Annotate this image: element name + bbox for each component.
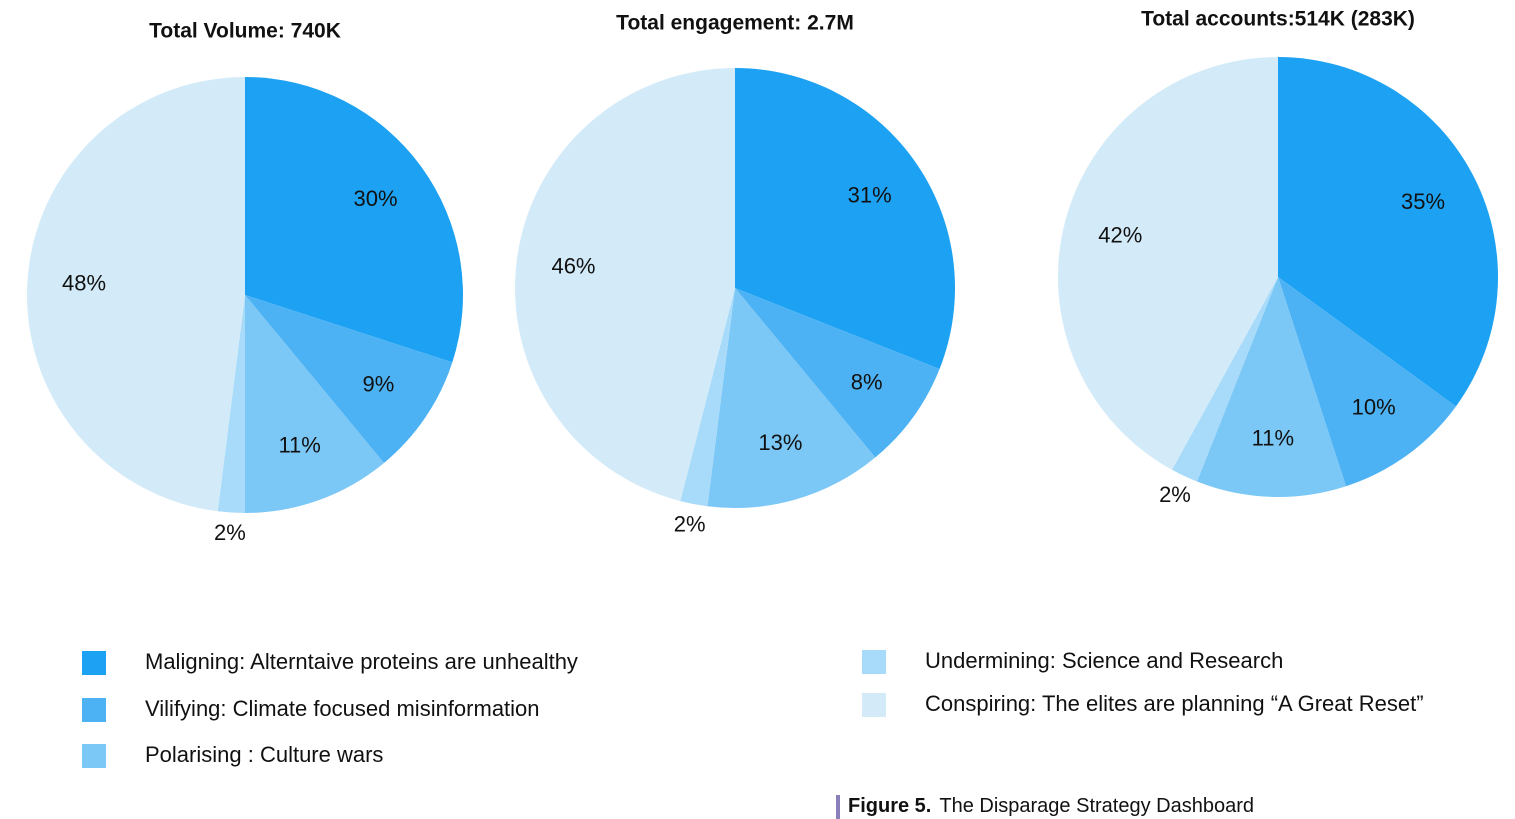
slice-label: 31% [848,182,892,207]
slice-label: 2% [214,520,246,545]
legend-swatch [862,693,886,717]
pie-slice [245,77,463,363]
pie-slice [1057,57,1278,470]
legend-label: Vilifying: Climate focused misinformatio… [145,696,540,721]
legend-swatch [82,651,106,675]
slice-label: 2% [1159,482,1191,507]
legend-swatch [862,650,886,674]
slice-label: 48% [62,271,106,296]
legend-swatch [82,744,106,768]
slice-label: 8% [851,370,883,395]
pie-slice [735,288,940,458]
chart-title: Total engagement: 2.7M [616,12,854,35]
pie-slice [1278,57,1498,407]
pie-slice [1197,277,1346,497]
slice-label: 42% [1098,222,1142,247]
slice-label: 30% [353,186,397,211]
slice-label: 13% [758,430,802,455]
pie-slice [217,295,245,513]
slice-label: 9% [363,371,395,396]
slice-label: 2% [674,512,706,537]
pie-slice [680,288,735,507]
pie-slice [735,68,955,369]
pie-slice [245,295,384,513]
caption-bar [836,795,840,819]
slice-label: 11% [278,433,320,458]
caption: Figure 5. The Disparage Strategy Dashboar… [848,795,1254,817]
slice-label: 35% [1401,189,1445,214]
slice-label: 10% [1352,395,1396,420]
legend-label: Maligning: Alterntaive proteins are unhe… [145,649,578,674]
pie-slice [245,295,453,463]
legend-label: Undermining: Science and Research [925,648,1283,673]
pie-slice [1172,277,1278,482]
chart-title: Total accounts:514K (283K) [1141,8,1415,31]
slice-label: 11% [1252,426,1294,451]
pie-slice [515,68,735,502]
pie-slice [26,77,245,512]
caption-label: Figure 5. [848,795,931,817]
pie-slice [1278,277,1456,487]
chart-title: Total Volume: 740K [149,20,341,43]
legend-label: Polarising : Culture wars [145,742,383,767]
slice-label: 46% [551,253,595,278]
legend-label: Conspiring: The elites are planning “A G… [925,691,1424,716]
pie-slice [707,288,876,509]
caption-text: The Disparage Strategy Dashboard [939,795,1254,817]
legend-swatch [82,698,106,722]
